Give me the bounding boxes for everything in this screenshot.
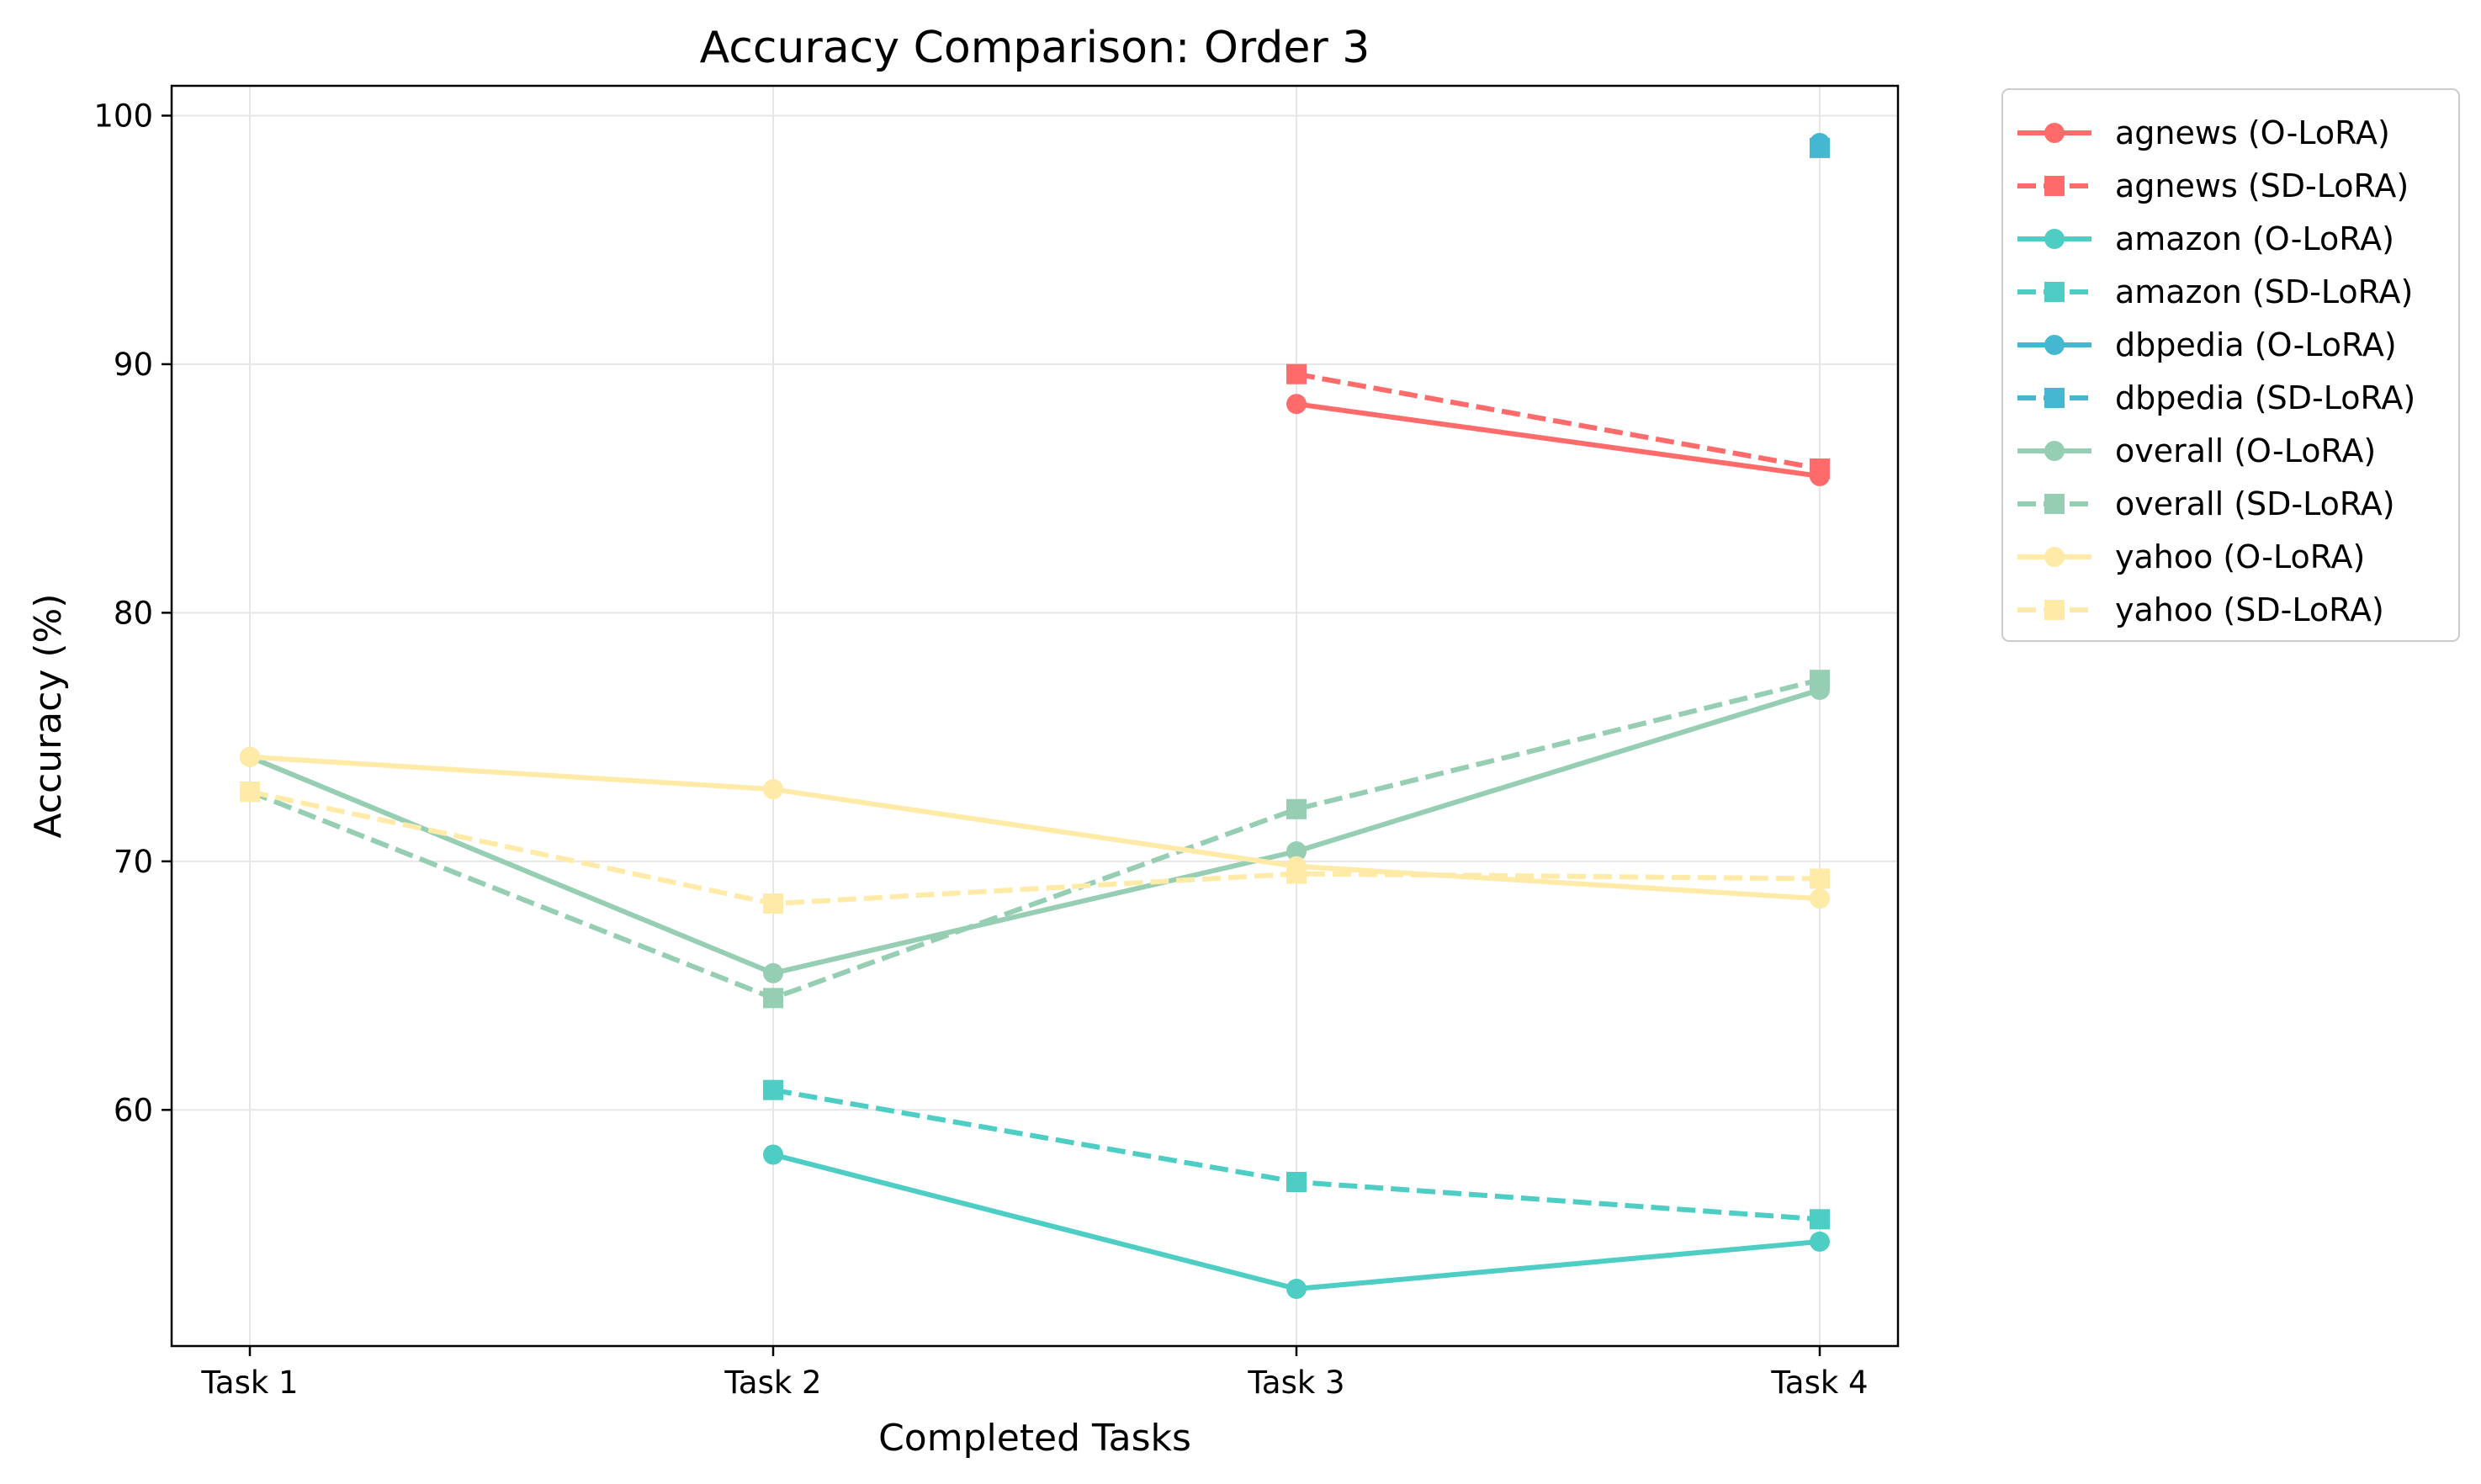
x-tick-label: Task 4 — [1770, 1365, 1868, 1401]
data-point — [763, 779, 783, 800]
legend-item: overall (O-LoRA) — [2017, 432, 2376, 469]
data-point — [1810, 670, 1830, 691]
legend-item: dbpedia (SD-LoRA) — [2017, 379, 2415, 416]
data-point — [1810, 137, 1830, 158]
y-tick-label: 100 — [93, 98, 153, 134]
legend-label: yahoo (SD-LoRA) — [2115, 591, 2384, 628]
legend-marker — [2044, 441, 2065, 461]
data-point — [1286, 394, 1307, 415]
legend-label: overall (SD-LoRA) — [2115, 485, 2395, 522]
series-agnews-sd-lora — [1286, 363, 1830, 480]
chart-title: Accuracy Comparison: Order 3 — [700, 23, 1370, 73]
data-point — [1286, 863, 1307, 884]
legend-label: agnews (O-LoRA) — [2115, 114, 2390, 151]
data-point — [240, 782, 260, 803]
series-amazon-o-lora — [763, 1144, 1830, 1300]
legend-item: agnews (SD-LoRA) — [2017, 167, 2409, 204]
data-point — [1810, 1231, 1830, 1252]
y-tick-label: 60 — [114, 1092, 153, 1128]
legend-marker — [2044, 229, 2065, 249]
data-point — [1810, 1209, 1830, 1230]
legend-marker — [2044, 388, 2065, 408]
series-amazon-sd-lora — [763, 1079, 1830, 1230]
legend-item: yahoo (SD-LoRA) — [2017, 591, 2384, 628]
data-point — [763, 988, 783, 1009]
legend-marker — [2044, 547, 2065, 567]
legend-item: yahoo (O-LoRA) — [2017, 538, 2365, 575]
legend-marker — [2044, 123, 2065, 143]
series-line-overall-o-lora — [248, 687, 1821, 976]
plot-frame — [170, 84, 1900, 1348]
series-line-agnews-o-lora — [1296, 401, 1821, 479]
legend-label: overall (O-LoRA) — [2115, 432, 2376, 469]
data-point — [1286, 798, 1307, 819]
legend-item: dbpedia (O-LoRA) — [2017, 326, 2397, 363]
legend-label: amazon (O-LoRA) — [2115, 220, 2394, 257]
legend-marker — [2044, 600, 2065, 620]
legend-item: overall (SD-LoRA) — [2017, 485, 2395, 522]
data-point — [1810, 458, 1830, 480]
legend-label: yahoo (O-LoRA) — [2115, 538, 2365, 575]
y-axis-label: Accuracy (%) — [27, 593, 70, 838]
data-point — [763, 893, 783, 914]
legend-marker — [2044, 282, 2065, 302]
series-layer — [240, 132, 1830, 1300]
data-point — [763, 962, 783, 983]
x-tick-label: Task 2 — [724, 1365, 821, 1401]
data-point — [240, 746, 260, 767]
legend-marker — [2044, 335, 2065, 355]
data-point — [763, 1079, 783, 1100]
data-point — [1810, 888, 1830, 909]
series-line-overall-sd-lora — [248, 677, 1821, 1001]
x-tick-label: Task 3 — [1247, 1365, 1344, 1401]
data-point — [1286, 841, 1307, 862]
series-line-yahoo-sd-lora — [249, 789, 1821, 907]
legend-item: amazon (SD-LoRA) — [2017, 273, 2413, 310]
legend-label: agnews (SD-LoRA) — [2115, 167, 2409, 204]
legend-label: amazon (SD-LoRA) — [2115, 273, 2413, 310]
y-axis: 60 70 80 90 100 — [93, 98, 172, 1128]
legend-marker — [2044, 494, 2065, 514]
legend-item: agnews (O-LoRA) — [2017, 114, 2390, 151]
x-tick-label: Task 1 — [200, 1365, 298, 1401]
x-axis: Task 1 Task 2 Task 3 Task 4 — [200, 1346, 1869, 1401]
series-yahoo-sd-lora — [240, 782, 1830, 914]
legend-label: dbpedia (O-LoRA) — [2115, 326, 2397, 363]
legend: agnews (O-LoRA) agnews (SD-LoRA) amazon (O… — [2001, 88, 2460, 642]
series-line-yahoo-o-lora — [249, 754, 1821, 902]
x-axis-label: Completed Tasks — [878, 1417, 1191, 1460]
data-point — [1286, 1171, 1307, 1192]
data-point — [1286, 1279, 1307, 1300]
legend-frame — [2001, 88, 2460, 642]
y-tick-label: 80 — [114, 595, 153, 631]
y-tick-label: 70 — [114, 844, 153, 880]
series-line-agnews-sd-lora — [1296, 371, 1821, 471]
legend-marker — [2044, 176, 2065, 196]
legend-item: amazon (O-LoRA) — [2017, 220, 2394, 257]
data-point — [1286, 363, 1307, 384]
y-tick-label: 90 — [114, 347, 153, 383]
series-dbpedia-sd-lora — [1810, 137, 1830, 158]
data-point — [763, 1144, 783, 1165]
data-point — [1810, 868, 1830, 889]
grid — [172, 86, 1898, 1346]
legend-label: dbpedia (SD-LoRA) — [2115, 379, 2415, 416]
